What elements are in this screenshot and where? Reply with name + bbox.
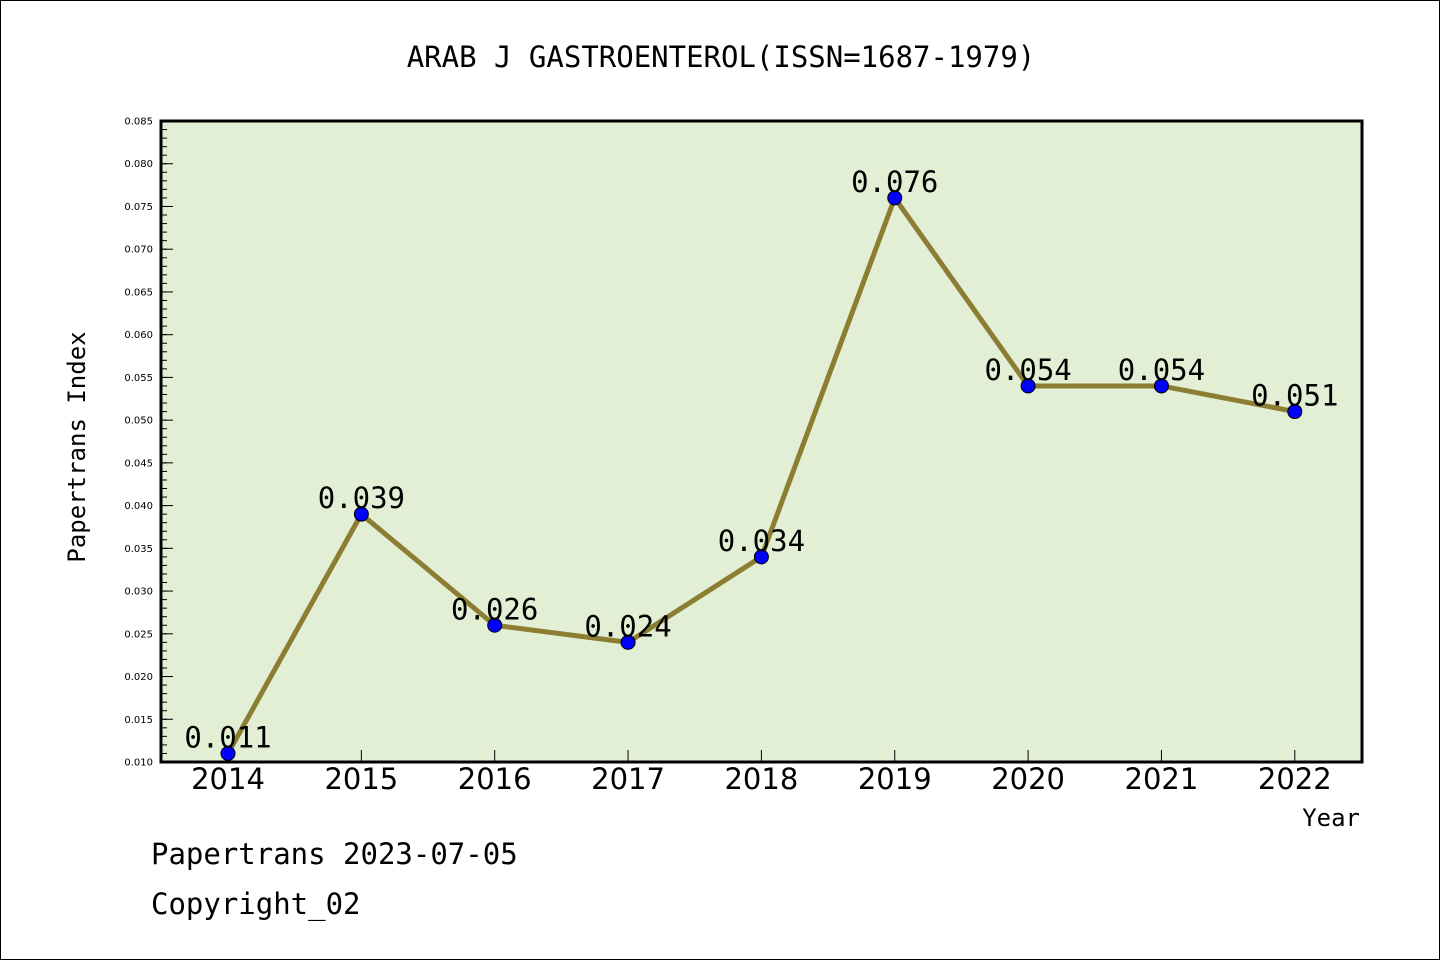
data-label: 0.076 (851, 165, 938, 199)
data-point (620, 634, 636, 650)
x-tick-label: 2017 (591, 762, 665, 796)
data-label: 0.039 (318, 481, 405, 515)
y-tick-label: 0.085 (124, 117, 153, 128)
data-point (220, 745, 236, 761)
x-tick-label: 2018 (724, 762, 798, 796)
data-points (220, 190, 1303, 761)
data-label: 0.026 (451, 592, 538, 626)
y-tick-label: 0.050 (124, 416, 153, 427)
y-tick-label: 0.015 (124, 715, 153, 726)
y-tick-label: 0.010 (124, 758, 153, 769)
y-tick-label: 0.025 (124, 629, 153, 640)
y-tick-label: 0.020 (124, 672, 153, 683)
x-tick-label: 2015 (324, 762, 398, 796)
y-axis: 0.010 0.015 0.020 0.025 0.030 0.035 0.040 0.045… (124, 117, 173, 769)
y-tick-label: 0.040 (124, 501, 153, 512)
x-tick-label: 2014 (191, 762, 265, 796)
y-tick-label: 0.075 (124, 202, 153, 213)
y-tick-label: 0.080 (124, 159, 153, 170)
y-tick-label: 0.065 (124, 287, 153, 298)
data-labels: 0.011 0.039 0.026 0.024 0.034 0.076 0.054 0.054… (184, 165, 1338, 755)
x-axis: 2014 2015 2016 2017 2018 2019 2020 2021 2022 (191, 750, 1332, 796)
x-tick-label: 2020 (991, 762, 1065, 796)
x-tick-label: 2021 (1125, 762, 1199, 796)
y-axis-label: Papertrans Index (63, 331, 91, 562)
data-point (1287, 404, 1303, 420)
y-tick-label: 0.030 (124, 587, 153, 598)
footer-source-line: Papertrans 2023-07-05 (151, 837, 518, 871)
x-axis-label: Year (1302, 804, 1360, 832)
data-point (487, 617, 503, 633)
x-tick-label: 2022 (1258, 762, 1332, 796)
y-tick-label: 0.045 (124, 458, 153, 469)
x-tick-label: 2016 (458, 762, 532, 796)
data-label: 0.024 (584, 609, 671, 643)
plot-area (159, 119, 1364, 764)
data-label: 0.051 (1251, 379, 1338, 413)
chart-title: ARAB J GASTROENTEROL(ISSN=1687-1979) (407, 40, 1036, 74)
data-point (1020, 378, 1036, 394)
data-point (353, 506, 369, 522)
y-tick-label: 0.070 (124, 245, 153, 256)
data-label: 0.011 (184, 720, 271, 754)
data-point (887, 190, 903, 206)
y-tick-label: 0.060 (124, 330, 153, 341)
y-tick-label: 0.055 (124, 373, 153, 384)
data-label: 0.054 (1118, 353, 1205, 387)
x-tick-label: 2019 (858, 762, 932, 796)
data-label: 0.054 (984, 353, 1071, 387)
footer-copyright: Copyright_02 (151, 887, 361, 922)
data-label: 0.034 (718, 524, 805, 558)
data-point (753, 549, 769, 565)
data-point (1153, 378, 1169, 394)
y-tick-label: 0.035 (124, 544, 153, 555)
